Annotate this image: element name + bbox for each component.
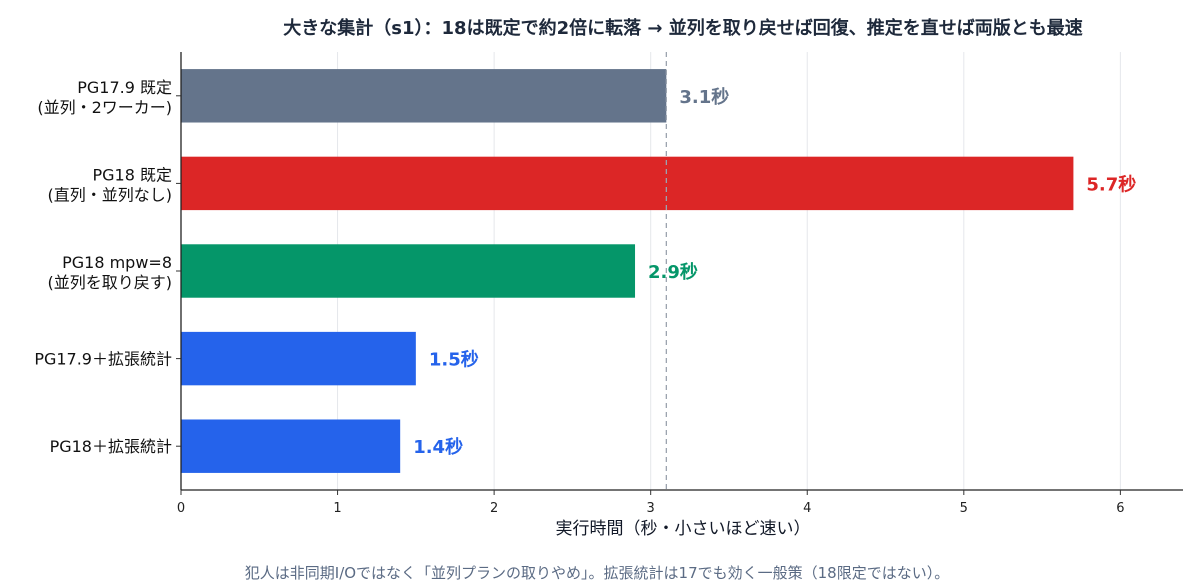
category-label: PG18 mpw=8 — [62, 253, 172, 272]
category-label: PG17.9 既定 — [77, 78, 172, 97]
x-tick-label: 2 — [490, 501, 498, 516]
category-label-sub: (直列・並列なし) — [48, 185, 173, 204]
bar — [181, 244, 636, 298]
chart-title: 大きな集計（s1）：18は既定で約2倍に転落 → 並列を取り戻せば回復、推定を直… — [283, 17, 1082, 39]
x-tick-label: 5 — [960, 501, 968, 516]
value-label: 2.9秒 — [648, 261, 698, 283]
value-label: 1.5秒 — [429, 349, 479, 371]
grid-lines — [337, 52, 1121, 490]
x-tick-label: 1 — [333, 501, 341, 516]
bar — [181, 419, 401, 473]
x-tick-labels: 0 1 2 3 4 5 6 — [177, 490, 1125, 516]
category-label-sub: (並列・2ワーカー) — [37, 98, 172, 117]
x-axis-label: 実行時間（秒・小さいほど速い） — [556, 519, 811, 539]
value-label: 3.1秒 — [679, 86, 729, 108]
x-tick-label: 4 — [803, 501, 811, 516]
category-label: PG17.9＋拡張統計 — [34, 350, 172, 369]
category-label-sub: (並列を取り戻す) — [48, 273, 173, 292]
bar — [181, 156, 1074, 211]
category-label: PG18 既定 — [93, 165, 173, 184]
bar — [181, 69, 667, 123]
value-label: 5.7秒 — [1086, 173, 1136, 195]
x-tick-label: 0 — [177, 501, 185, 516]
x-tick-label: 6 — [1116, 501, 1124, 516]
category-label: PG18＋拡張統計 — [50, 437, 172, 456]
category-labels: PG17.9 既定(並列・2ワーカー) PG18 既定(直列・並列なし) PG18 … — [34, 78, 181, 456]
footnote: 犯人は非同期I/Oではなく「並列プランの取りやめ」。拡張統計は17でも効く一般策… — [245, 564, 949, 582]
bars — [181, 69, 1074, 473]
x-tick-label: 3 — [647, 501, 655, 516]
value-label: 1.4秒 — [413, 436, 463, 458]
bar — [181, 331, 416, 386]
value-labels: 3.1秒 5.7秒 2.9秒 1.5秒 1.4秒 — [413, 86, 1136, 458]
